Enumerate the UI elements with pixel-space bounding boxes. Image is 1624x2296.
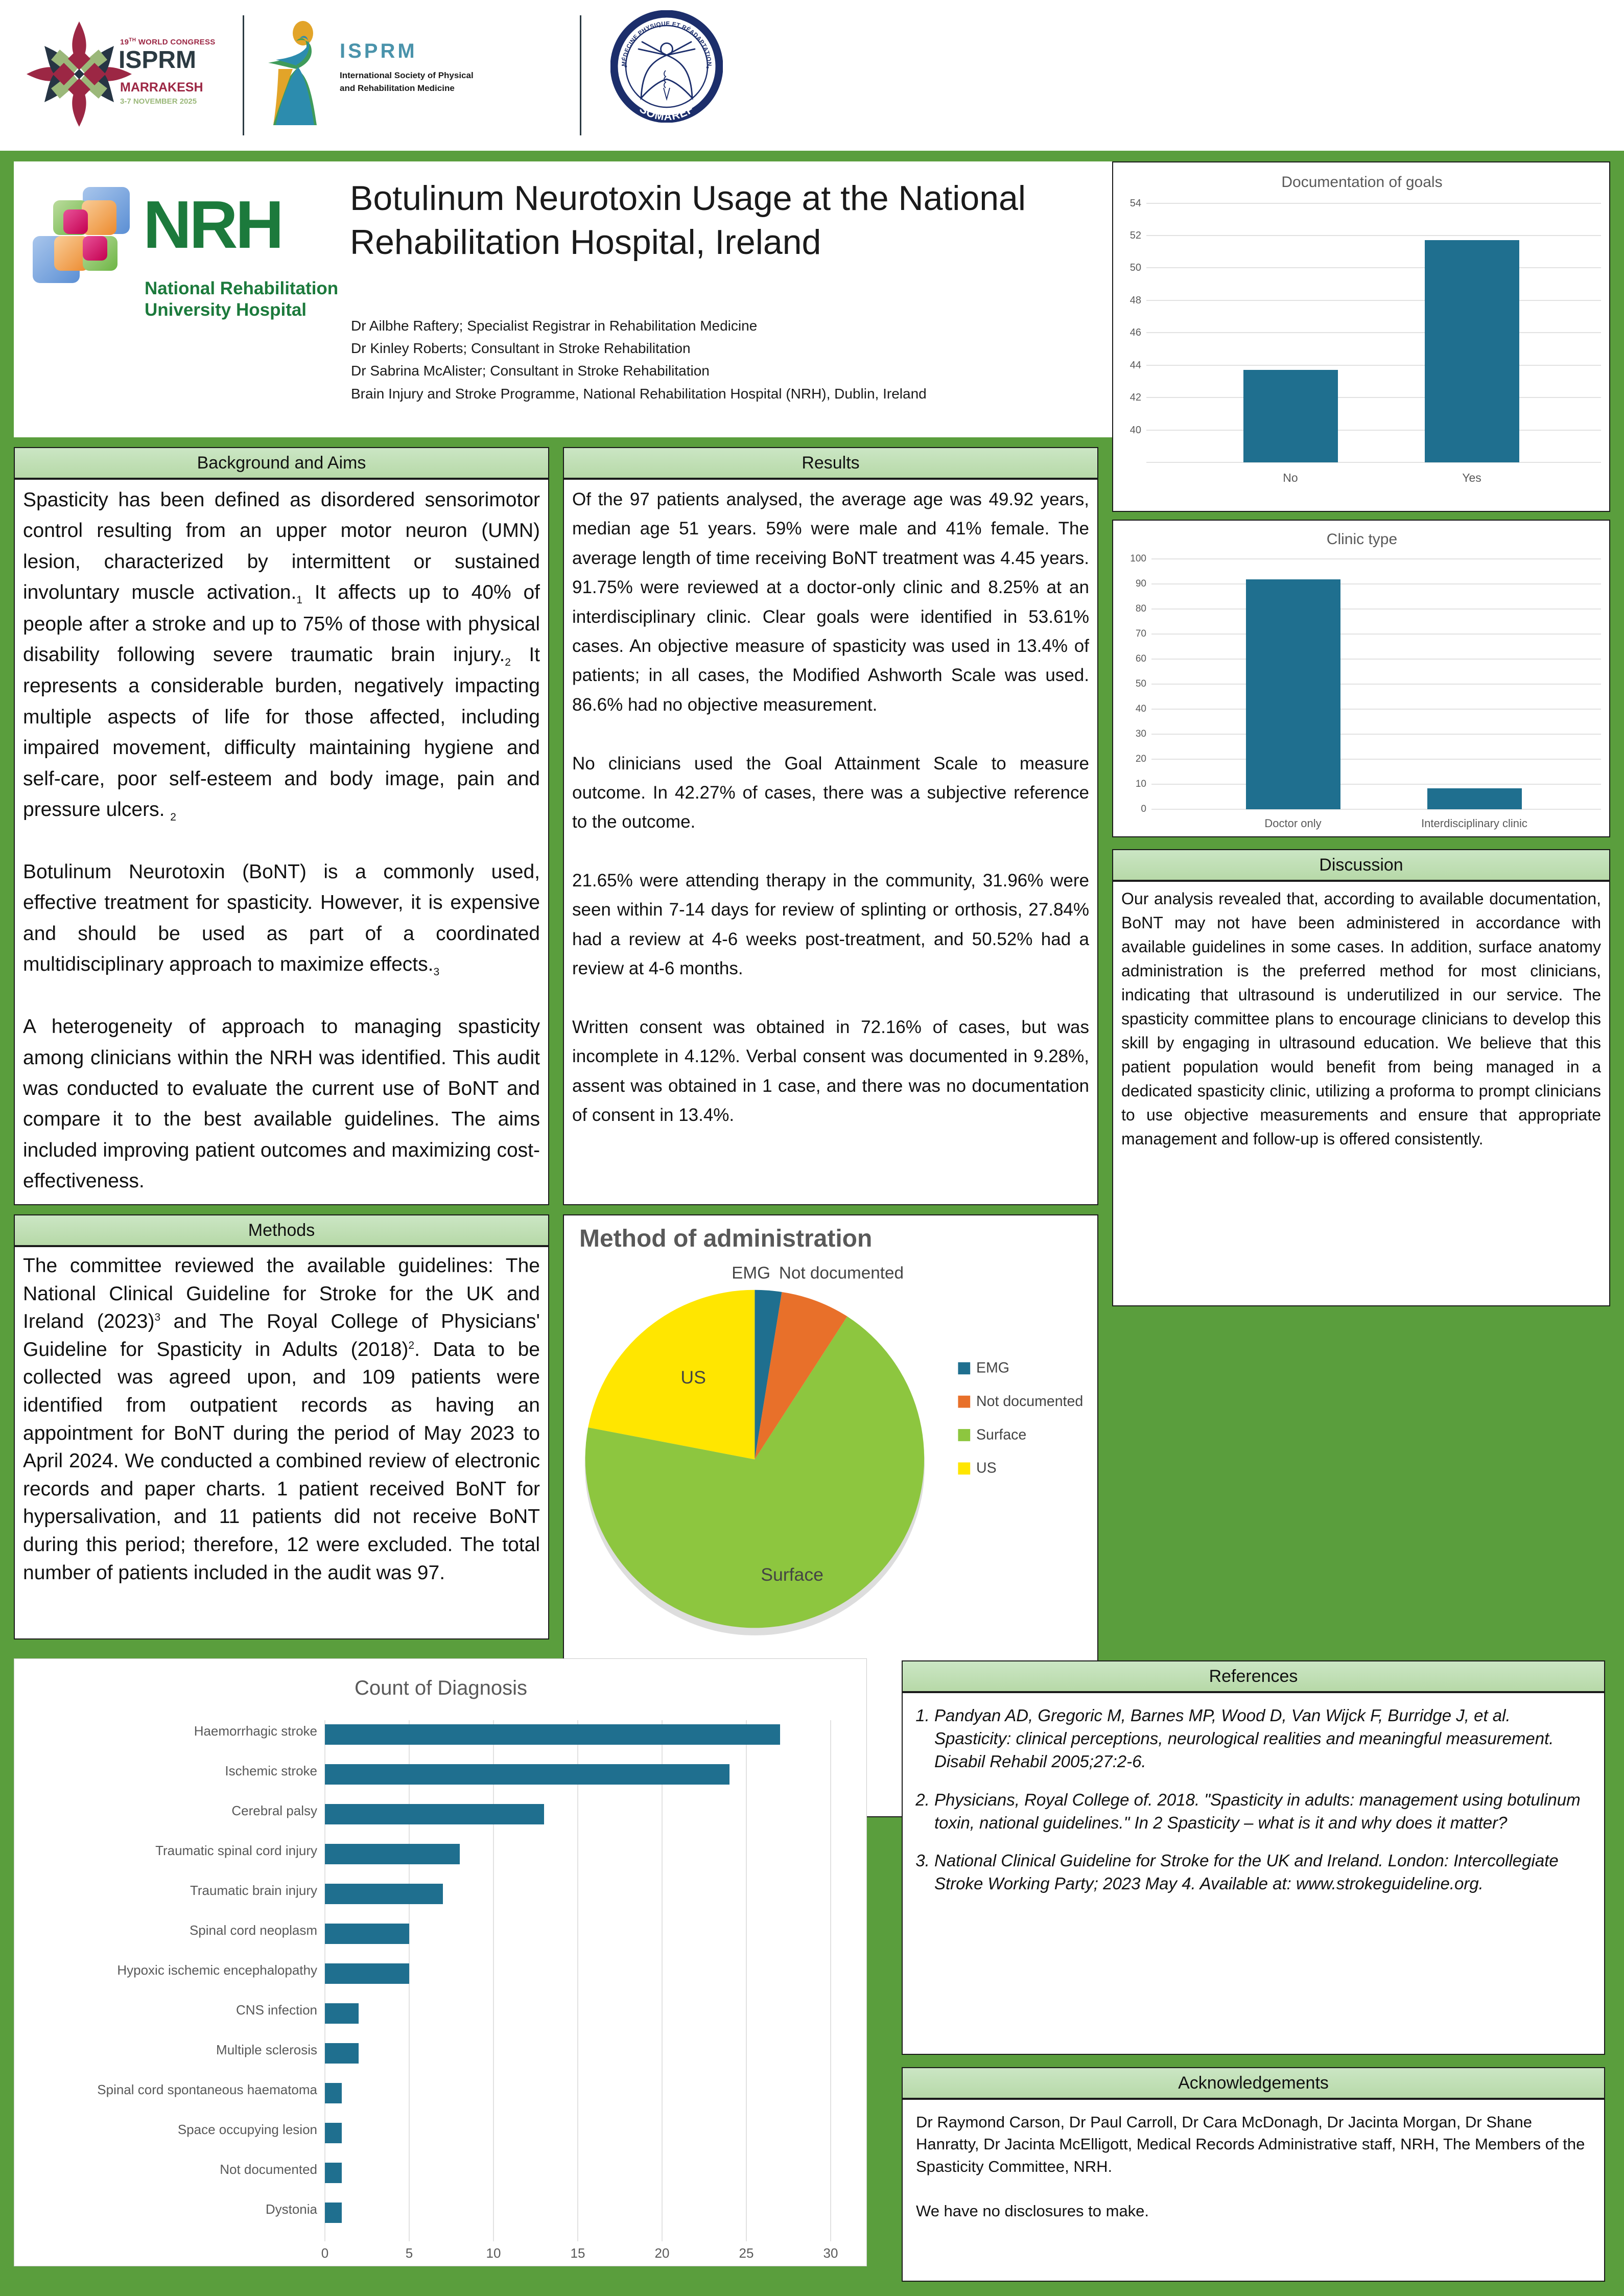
svg-text:Multiple sclerosis: Multiple sclerosis: [216, 2042, 317, 2057]
svg-text:40: 40: [1136, 704, 1146, 714]
svg-text:80: 80: [1136, 603, 1146, 614]
svg-text:Hypoxic ischemic encephalopath: Hypoxic ischemic encephalopathy: [117, 1962, 317, 1978]
svg-text:Clinic type: Clinic type: [1327, 531, 1397, 548]
svg-text:CNS infection: CNS infection: [236, 2002, 317, 2018]
svg-text:Traumatic brain injury: Traumatic brain injury: [190, 1883, 317, 1898]
svg-text:0: 0: [1141, 804, 1146, 814]
svg-text:Not documented: Not documented: [220, 2162, 317, 2177]
svg-text:20: 20: [655, 2245, 670, 2261]
svg-text:15: 15: [571, 2245, 585, 2261]
svg-text:30: 30: [823, 2245, 838, 2261]
svg-text:100: 100: [1130, 553, 1146, 564]
svg-text:Surface: Surface: [761, 1564, 823, 1585]
svg-text:No: No: [1283, 471, 1298, 484]
svg-text:US: US: [680, 1367, 706, 1388]
svg-text:Interdisciplinary clinic: Interdisciplinary clinic: [1421, 817, 1527, 830]
svg-text:Not documented: Not documented: [779, 1263, 904, 1282]
svg-text:10: 10: [1136, 779, 1146, 789]
svg-text:Doctor only: Doctor only: [1264, 817, 1321, 830]
svg-text:US: US: [976, 1460, 997, 1477]
svg-text:Yes: Yes: [1462, 471, 1481, 484]
svg-text:Traumatic spinal cord injury: Traumatic spinal cord injury: [155, 1843, 317, 1858]
svg-text:10: 10: [486, 2245, 501, 2261]
svg-text:46: 46: [1130, 327, 1141, 338]
svg-text:Not documented: Not documented: [976, 1393, 1082, 1410]
svg-text:Spinal cord neoplasm: Spinal cord neoplasm: [190, 1923, 317, 1938]
svg-text:54: 54: [1130, 198, 1141, 209]
svg-text:90: 90: [1136, 578, 1146, 589]
svg-text:40: 40: [1130, 425, 1141, 436]
svg-text:42: 42: [1130, 392, 1141, 403]
svg-text:Haemorrhagic stroke: Haemorrhagic stroke: [194, 1723, 317, 1739]
svg-text:50: 50: [1136, 678, 1146, 689]
svg-text:Surface: Surface: [976, 1426, 1026, 1443]
svg-text:5: 5: [406, 2245, 413, 2261]
svg-text:Spinal cord spontaneous haemat: Spinal cord spontaneous haematoma: [97, 2082, 317, 2097]
svg-text:48: 48: [1130, 295, 1141, 306]
svg-text:EMG: EMG: [976, 1360, 1009, 1376]
svg-text:Cerebral palsy: Cerebral palsy: [231, 1803, 317, 1818]
svg-text:Space occupying lesion: Space occupying lesion: [178, 2122, 317, 2137]
svg-text:Documentation of goals: Documentation of goals: [1281, 174, 1442, 191]
svg-text:44: 44: [1130, 360, 1141, 371]
svg-text:52: 52: [1130, 230, 1141, 241]
svg-text:Dystonia: Dystonia: [266, 2201, 318, 2217]
svg-text:60: 60: [1136, 653, 1146, 664]
svg-text:50: 50: [1130, 262, 1141, 273]
svg-text:Ischemic stroke: Ischemic stroke: [225, 1763, 317, 1778]
svg-text:30: 30: [1136, 729, 1146, 739]
svg-text:Count of Diagnosis: Count of Diagnosis: [355, 1677, 527, 1699]
svg-text:70: 70: [1136, 628, 1146, 639]
svg-text:0: 0: [321, 2245, 328, 2261]
svg-text:EMG: EMG: [732, 1263, 770, 1282]
svg-text:20: 20: [1136, 754, 1146, 764]
svg-text:25: 25: [739, 2245, 754, 2261]
